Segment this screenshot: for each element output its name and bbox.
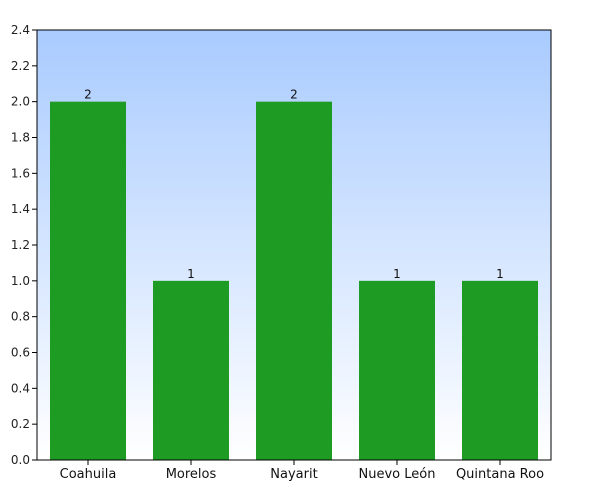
bar-coahuila [50, 101, 126, 461]
bars-layer [50, 101, 538, 461]
y-axis: 0.0 0.2 0.4 0.6 0.8 1.0 1.2 1.4 1.6 1.8 2.0 2.2 2.4 [11, 23, 37, 467]
y-tick-label: 2.4 [11, 23, 30, 37]
y-tick-label: 2.2 [11, 59, 30, 73]
y-tick-label: 2.0 [11, 95, 30, 109]
data-labels-layer: 2 1 2 1 1 [84, 88, 504, 281]
x-tick-label: Quintana Roo [456, 467, 544, 482]
y-tick-label: 0.8 [11, 310, 30, 324]
x-tick-label: Nayarit [270, 467, 317, 482]
bar-quintana-roo [462, 280, 538, 460]
x-axis: Coahuila Morelos Nayarit Nuevo León Quintana… [60, 460, 544, 482]
y-tick-label: 0.2 [11, 417, 30, 431]
y-tick-label: 1.8 [11, 131, 30, 145]
x-tick-label: Nuevo León [359, 467, 436, 482]
y-tick-label: 0.6 [11, 346, 30, 360]
bar-nuevo-le-n [359, 280, 435, 460]
bar-morelos [153, 280, 229, 460]
x-tick-label: Morelos [166, 467, 217, 482]
data-label: 1 [393, 267, 401, 281]
data-label: 1 [187, 267, 195, 281]
y-tick-label: 0.4 [11, 381, 30, 395]
y-tick-label: 1.6 [11, 166, 30, 180]
y-tick-label: 1.2 [11, 238, 30, 252]
bar-nayarit [256, 101, 332, 461]
y-tick-label: 1.0 [11, 274, 30, 288]
data-label: 1 [496, 267, 504, 281]
y-tick-label: 0.0 [11, 453, 30, 467]
y-tick-label: 1.4 [11, 202, 30, 216]
data-label: 2 [84, 88, 92, 102]
x-tick-label: Coahuila [60, 467, 117, 482]
data-label: 2 [290, 88, 298, 102]
